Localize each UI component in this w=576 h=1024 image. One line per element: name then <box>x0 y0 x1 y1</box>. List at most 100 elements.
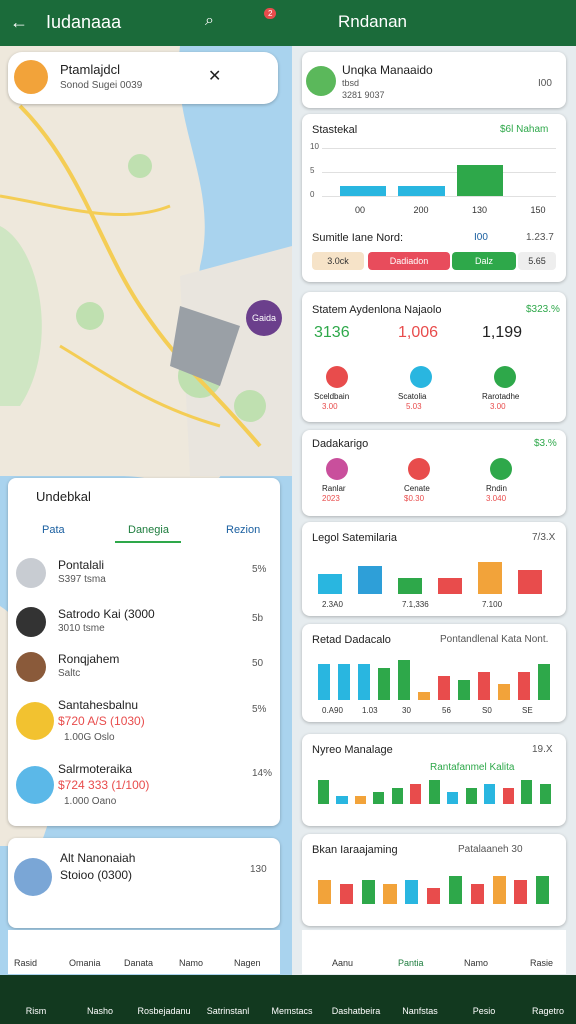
bar <box>373 792 385 804</box>
nav-item[interactable]: Omania <box>69 958 101 968</box>
contact-card[interactable] <box>8 838 280 928</box>
chip[interactable]: Dalz <box>452 252 516 270</box>
bar <box>448 876 462 904</box>
y-tick-label: 0 <box>310 190 315 199</box>
contact-name: Alt Nanonaiah <box>60 851 136 865</box>
contact-value: 130 <box>250 864 267 875</box>
bar <box>458 680 470 700</box>
dada-label: Ranlar <box>322 484 346 493</box>
list-title: Undebkal <box>36 489 91 504</box>
mini-value: Patalaaneh 30 <box>458 844 523 855</box>
nav-item[interactable]: Aanu <box>332 958 354 968</box>
item-sub: $720 A/S (1030) <box>58 714 145 728</box>
nav-item[interactable]: Rasid <box>14 958 38 968</box>
y-tick-label: 10 <box>310 142 319 151</box>
tab-underline <box>115 541 181 543</box>
stat-sub: 3.00 <box>322 402 338 411</box>
dada-label: Cenate <box>404 484 430 493</box>
stats-card <box>302 292 566 422</box>
bar <box>478 672 490 700</box>
back-button[interactable]: ← <box>10 12 28 32</box>
item-sub: $724 333 (1/100) <box>58 778 150 792</box>
bar <box>339 884 353 904</box>
nav-item[interactable]: Rasie <box>530 958 554 968</box>
bar <box>391 788 403 804</box>
bottom-nav-item[interactable]: Memstacs <box>271 1006 313 1016</box>
tab[interactable]: Rezion <box>226 524 261 536</box>
bar <box>456 164 504 196</box>
mini-label: 0.A90 <box>322 706 343 715</box>
search-button[interactable]: ⌕ <box>205 12 214 29</box>
stats-title: Statem Aydenlona Najaolo <box>312 304 442 316</box>
nav-item[interactable]: Pantia <box>398 958 424 968</box>
profile-value: I00 <box>538 78 552 89</box>
contact-avatar <box>14 858 52 896</box>
mini-label: 1.03 <box>362 706 378 715</box>
item-name[interactable]: Pontalali <box>58 558 105 572</box>
chip[interactable]: 5.65 <box>518 252 556 270</box>
bottom-nav-item[interactable]: Satrinstanl <box>206 1006 250 1016</box>
y-tick-label: 5 <box>310 166 315 175</box>
bar <box>536 876 550 904</box>
avatar <box>16 607 46 637</box>
bottom-nav-item[interactable]: Ragetro <box>531 1006 565 1016</box>
map-marker[interactable]: Gaida <box>246 300 282 336</box>
item-name[interactable]: Salrmoteraika <box>58 762 133 776</box>
place-card[interactable] <box>8 52 278 104</box>
bar <box>398 186 445 196</box>
chip[interactable]: 3.0ck <box>312 252 364 270</box>
mini-label: 56 <box>442 706 451 715</box>
bottom-nav-item[interactable]: Rosbejadanu <box>137 1006 191 1016</box>
badge: 2 <box>264 8 277 19</box>
tab[interactable]: Danegia <box>128 524 169 536</box>
bottom-nav-item[interactable]: Pesio <box>472 1006 496 1016</box>
left-nav <box>8 930 280 974</box>
item-name[interactable]: Santahesbalnu <box>58 698 139 712</box>
stat-label: Sceldbain <box>314 392 350 401</box>
item-name[interactable]: Ronqjahem <box>58 652 120 666</box>
mini-value: 7/3.X <box>532 532 556 543</box>
panel-title: Rndanan <box>338 12 408 31</box>
item-value: 5% <box>252 564 267 575</box>
nav-item[interactable]: Nagen <box>234 958 261 968</box>
bar <box>438 578 462 594</box>
bar <box>521 780 533 804</box>
mini-value: 19.X <box>532 744 553 755</box>
avatar <box>16 766 54 804</box>
item-extra: 1.00G Oslo <box>64 732 115 743</box>
nav-item[interactable]: Namo <box>179 958 204 968</box>
bar <box>354 796 366 804</box>
bottom-nav-item[interactable]: Nasho <box>86 1006 113 1016</box>
item-name[interactable]: Satrodo Kai (3000 <box>58 607 155 621</box>
profile-line: tbsd <box>342 78 360 88</box>
item-value: 14% <box>252 768 273 779</box>
bottom-nav-item[interactable]: Dashatbeira <box>331 1006 381 1016</box>
chip[interactable]: Dadiadon <box>368 252 450 270</box>
bar <box>498 684 510 700</box>
close-button[interactable]: ✕ <box>208 68 222 85</box>
stat-number: 3136 <box>314 324 350 341</box>
bar <box>447 792 459 804</box>
stat-number: 1,199 <box>482 324 523 341</box>
bar <box>538 664 550 700</box>
bar <box>405 880 419 904</box>
top-bar <box>0 0 576 46</box>
nav-item[interactable]: Namo <box>464 958 489 968</box>
item-sub: Saltc <box>58 668 81 679</box>
stat-icon <box>326 366 348 388</box>
mini-label: 30 <box>402 706 411 715</box>
item-sub: 3010 tsme <box>58 623 105 634</box>
x-tick-label: 200 <box>413 205 429 215</box>
item-value: 5% <box>252 704 267 715</box>
bottom-nav-item[interactable]: Rism <box>25 1006 47 1016</box>
bottom-nav-item[interactable]: Nanfstas <box>402 1006 438 1016</box>
nav-item[interactable]: Danata <box>124 958 154 968</box>
place-title: Ptamlajdcl <box>60 62 120 77</box>
tab[interactable]: Pata <box>42 524 65 536</box>
bar <box>518 672 530 700</box>
bar <box>398 578 422 594</box>
bar <box>410 784 422 804</box>
place-subtitle: Sonod Sugei 0039 <box>60 80 143 91</box>
dada-sub: 3.040 <box>486 494 507 503</box>
